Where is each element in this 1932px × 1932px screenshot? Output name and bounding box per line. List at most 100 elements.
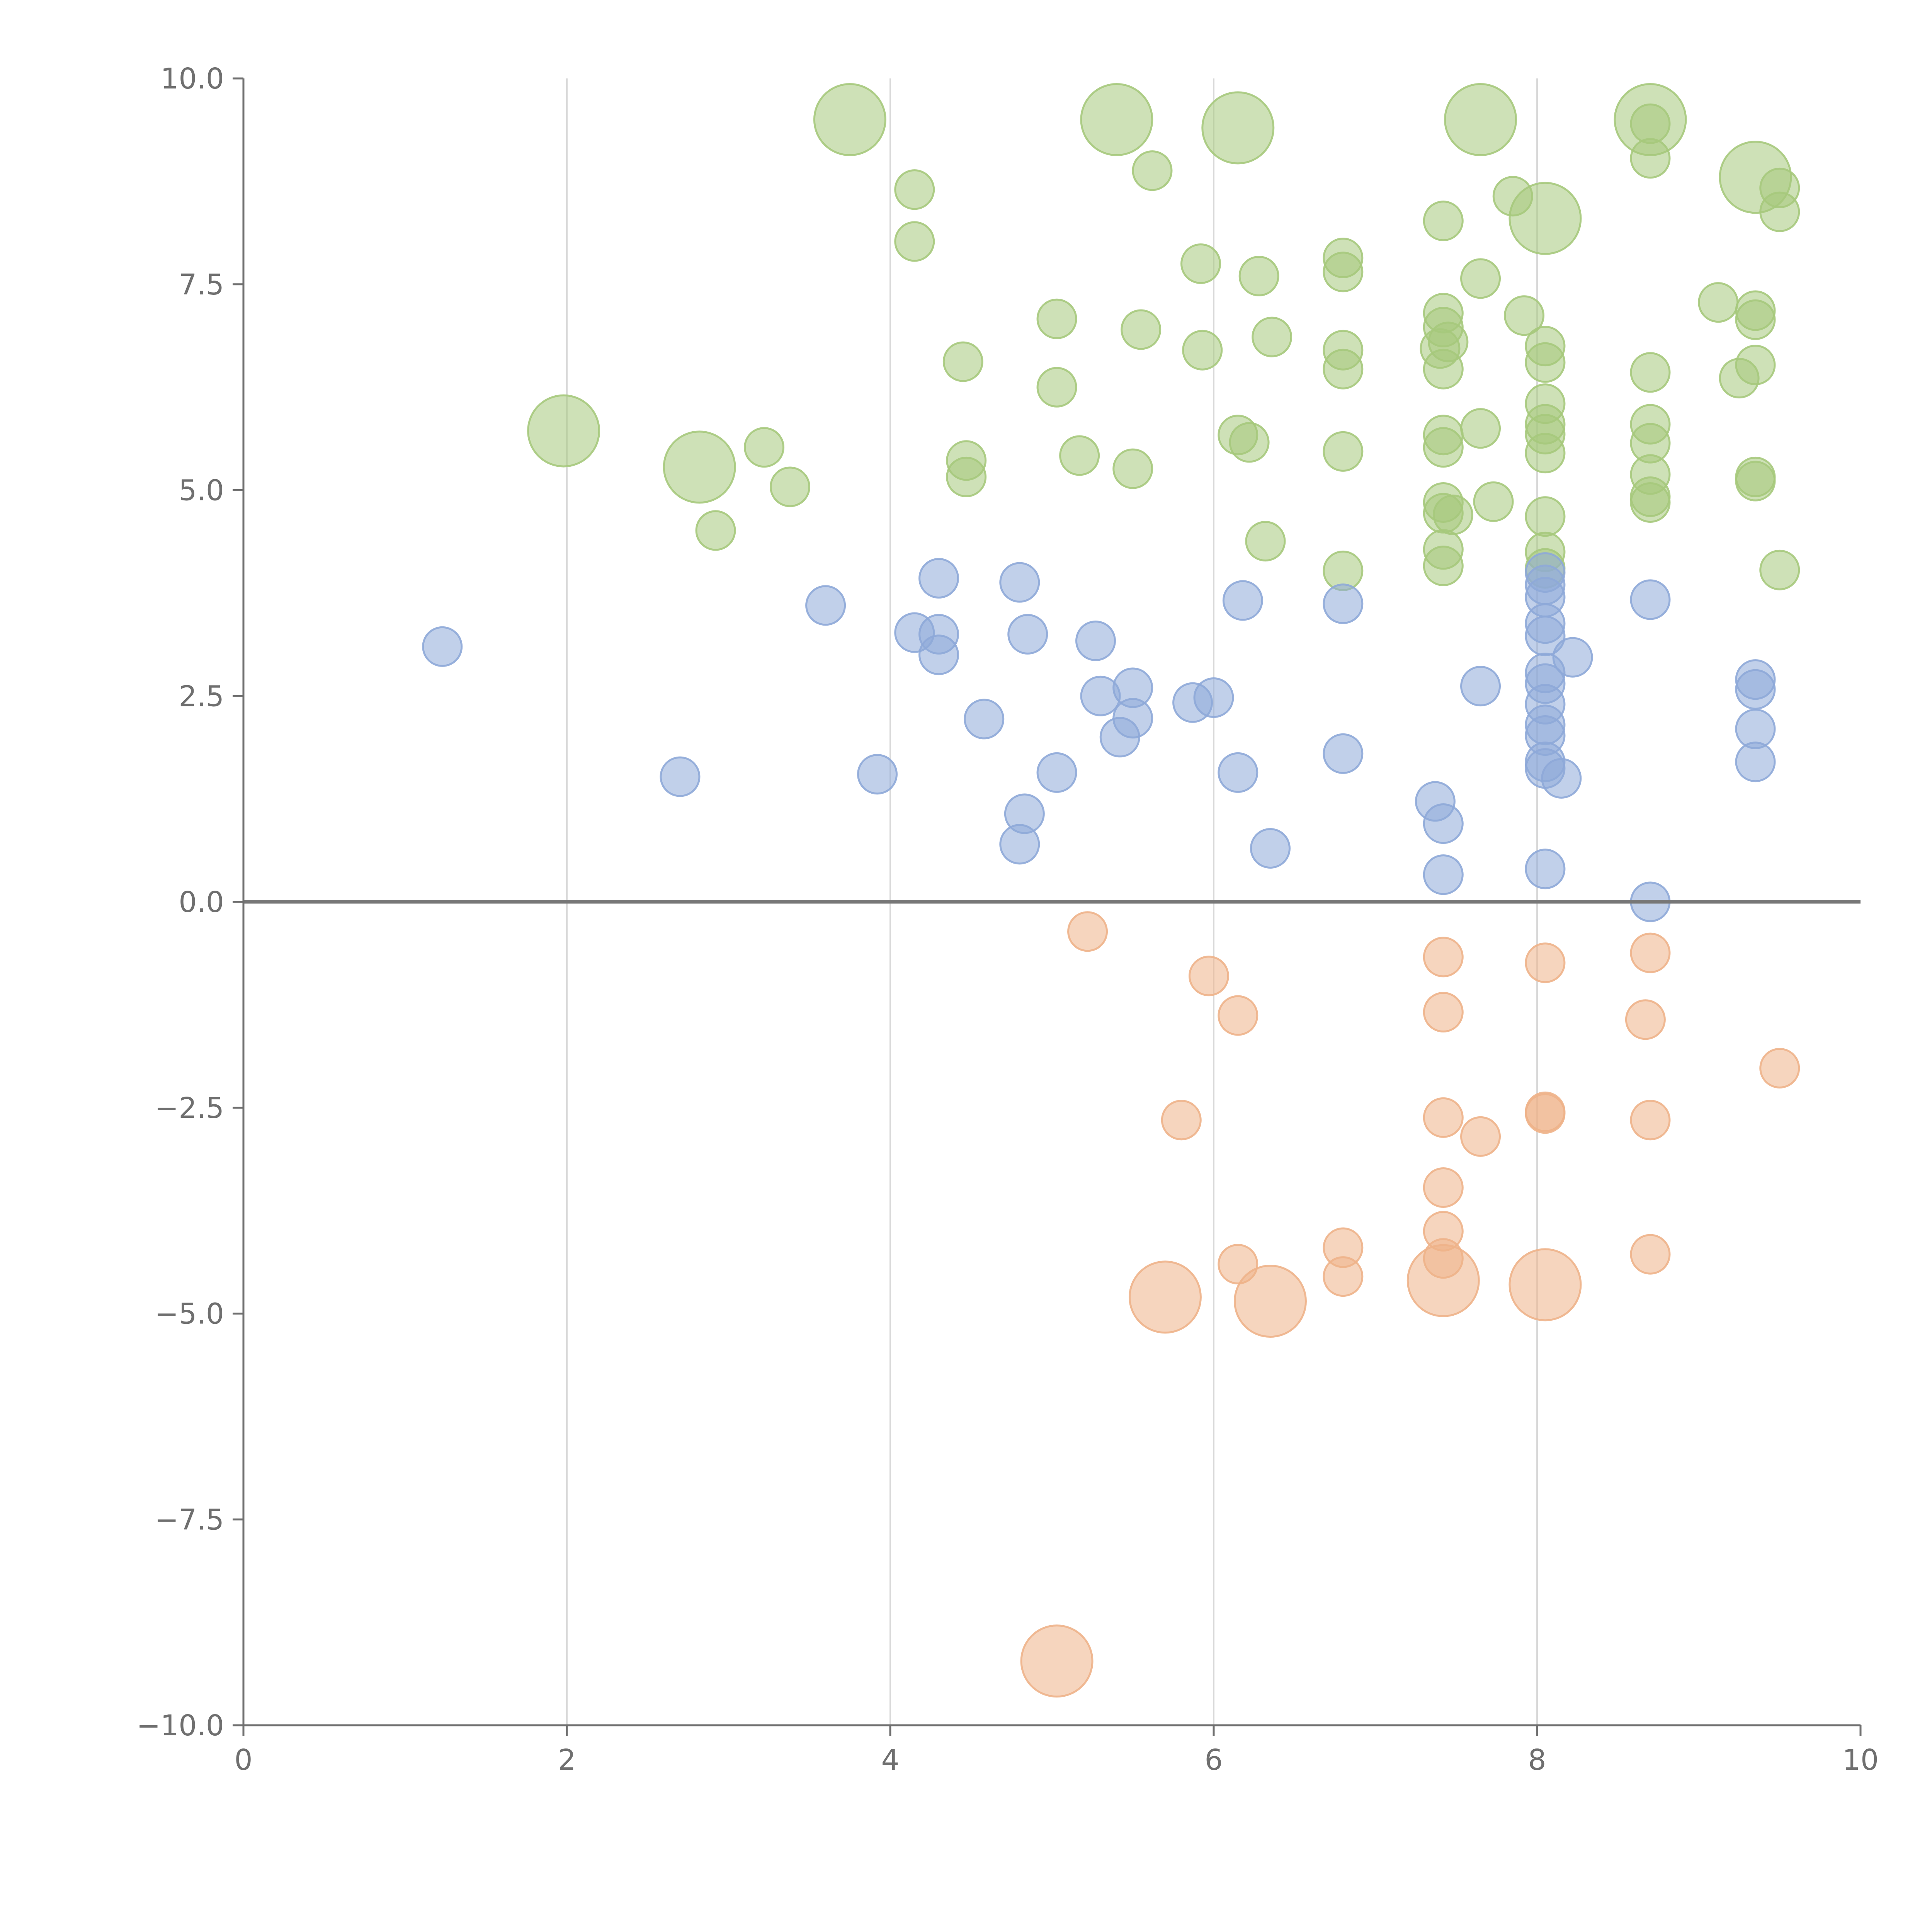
bubble-orange-4: [1423, 992, 1464, 1033]
bubble-green-0: [813, 83, 886, 156]
y-tick-label: −7.5: [155, 1503, 224, 1536]
bubble-blue-29: [1735, 742, 1776, 782]
bubble-blue-2: [918, 558, 959, 599]
bubble-blue-44: [1423, 803, 1464, 844]
bubble-orange-26: [1020, 1624, 1094, 1698]
bubble-green-27: [1735, 299, 1776, 340]
bubble-orange-11: [1460, 1116, 1501, 1157]
bubble-green-73: [695, 510, 736, 551]
bubble-orange-6: [1630, 932, 1671, 973]
bubble-green-25: [1698, 282, 1739, 323]
bubble-orange-9: [1161, 1100, 1202, 1141]
bubble-blue-47: [1250, 828, 1291, 869]
bubble-green-10: [894, 169, 935, 210]
bubble-green-7: [527, 394, 600, 468]
bubble-blue-7: [1007, 614, 1048, 655]
bubble-green-56: [1323, 431, 1364, 472]
bubble-green-41: [1630, 352, 1671, 393]
bubble-green-65: [770, 466, 811, 507]
bubble-orange-7: [1625, 999, 1666, 1040]
bubble-green-63: [1735, 461, 1776, 502]
bubble-green-72: [1525, 496, 1566, 537]
bubble-blue-40: [857, 754, 898, 795]
x-tick-label: 6: [1204, 1743, 1223, 1777]
bubble-blue-39: [660, 756, 701, 797]
bubble-blue-25: [1630, 579, 1671, 620]
bubble-green-8: [663, 430, 736, 504]
bubble-orange-23: [1233, 1265, 1307, 1338]
bubble-blue-0: [422, 626, 463, 667]
bubble-orange-24: [1406, 1244, 1480, 1317]
bubble-blue-24: [1541, 758, 1582, 799]
bubble-green-55: [744, 427, 785, 468]
bubble-orange-3: [1423, 937, 1464, 978]
bubble-orange-5: [1525, 942, 1566, 983]
y-tick-label: 5.0: [179, 474, 224, 507]
bubble-green-22: [1460, 258, 1501, 299]
bubble-green-58: [1059, 435, 1100, 476]
bubble-blue-1: [805, 585, 846, 626]
bubble-blue-9: [1222, 580, 1263, 621]
bubble-green-14: [1630, 103, 1671, 144]
bubble-green-79: [1759, 549, 1800, 590]
bubble-blue-30: [1460, 666, 1501, 707]
bubble-blue-3: [999, 562, 1040, 603]
bubble-orange-10: [1423, 1097, 1464, 1138]
bubble-green-57: [1525, 433, 1566, 474]
bubble-orange-2: [1218, 995, 1259, 1036]
bubble-green-51: [1229, 422, 1270, 463]
bubble-orange-1: [1188, 956, 1229, 997]
bubble-green-77: [1423, 546, 1464, 587]
bubble-green-2: [1201, 91, 1275, 165]
bubble-orange-14: [1630, 1100, 1671, 1141]
bubble-orange-13: [1525, 1093, 1566, 1134]
y-tick-label: 7.5: [179, 268, 224, 301]
bubble-green-19: [1180, 243, 1221, 284]
bubble-green-34: [1525, 342, 1566, 383]
y-tick-label: 0.0: [179, 886, 224, 919]
bubble-blue-38: [1323, 733, 1364, 774]
bubble-blue-10: [1323, 583, 1364, 624]
bubble-green-20: [1238, 255, 1279, 296]
bubble-blue-37: [1099, 717, 1140, 758]
y-tick-label: 10.0: [160, 62, 224, 95]
bubble-green-60: [1112, 448, 1153, 489]
bubble-green-38: [942, 341, 983, 382]
bubble-green-71: [1432, 494, 1473, 535]
y-tick-label: 2.5: [179, 680, 224, 713]
bubble-green-64: [946, 456, 987, 497]
bubble-green-15: [1630, 138, 1671, 179]
bubble-green-9: [1132, 150, 1173, 191]
bubble-green-43: [1719, 358, 1760, 399]
bubble-green-39: [1323, 349, 1364, 389]
bubble-green-24: [1504, 295, 1545, 336]
bubble-orange-21: [1630, 1234, 1671, 1275]
bubble-green-1: [1080, 83, 1153, 156]
bubble-orange-25: [1509, 1248, 1582, 1321]
bubble-blue-46: [999, 824, 1040, 865]
bubble-blue-49: [1525, 849, 1566, 889]
bubble-blue-27: [1735, 669, 1776, 710]
bubble-blue-41: [1036, 752, 1077, 793]
axes: −10.0 −7.5 −5.0 −2.5 0.0 2.5 5.0 7.5 10.0 0 2 4 6 8 10: [136, 62, 1879, 1777]
bubble-blue-42: [1218, 752, 1259, 793]
bubble-blue-6: [918, 634, 959, 675]
bubble-orange-20: [1323, 1256, 1364, 1297]
bubble-orange-8: [1759, 1048, 1800, 1088]
bubble-blue-35: [1193, 677, 1234, 718]
bubble-green-11: [894, 221, 935, 262]
y-tick-label: −10.0: [136, 1709, 224, 1742]
y-tick-label: −5.0: [155, 1298, 224, 1331]
bubble-green-49: [1460, 408, 1501, 449]
bubble-green-74: [1245, 521, 1286, 562]
bubble-orange-0: [1067, 911, 1108, 952]
bubble-green-35: [1252, 316, 1293, 357]
bubble-orange-15: [1423, 1167, 1464, 1208]
bubble-green-3: [1444, 83, 1517, 156]
bubble-green-28: [1036, 298, 1077, 339]
bubble-green-12: [1423, 201, 1464, 242]
bubble-green-67: [1630, 482, 1671, 523]
bubble-green-40: [1423, 349, 1464, 389]
bubble-orange-22: [1128, 1260, 1202, 1334]
